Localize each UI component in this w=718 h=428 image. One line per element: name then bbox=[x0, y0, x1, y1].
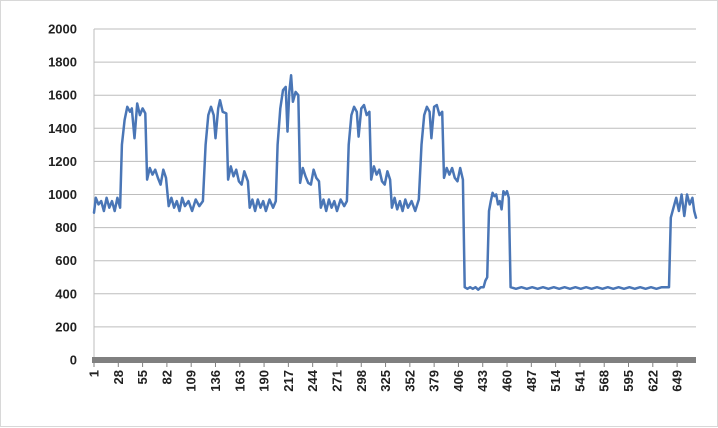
gridlines bbox=[93, 28, 696, 360]
x-tick-label-460: 460 bbox=[500, 370, 515, 392]
x-tick-label-28: 28 bbox=[111, 370, 126, 384]
x-tick-label-109: 109 bbox=[184, 370, 199, 392]
x-axis: 1 28 55 82 109 136 163 190 217 244 271 298 325 352 379… bbox=[87, 357, 696, 392]
x-tick-label-298: 298 bbox=[354, 370, 369, 392]
y-tick-label-800: 800 bbox=[55, 220, 77, 235]
x-tick-label-190: 190 bbox=[257, 370, 272, 392]
y-tick-label-600: 600 bbox=[55, 253, 77, 268]
x-tick-label-622: 622 bbox=[645, 370, 660, 392]
y-tick-label-1800: 1800 bbox=[48, 55, 77, 70]
y-tick-label-2000: 2000 bbox=[48, 22, 77, 37]
y-tick-label-400: 400 bbox=[55, 286, 77, 301]
y-tick-label-1000: 1000 bbox=[48, 187, 77, 202]
x-tick-label-595: 595 bbox=[621, 370, 636, 392]
y-tick-label-1200: 1200 bbox=[48, 154, 77, 169]
x-tick-label-649: 649 bbox=[670, 370, 685, 392]
series-line-1 bbox=[92, 74, 698, 291]
data-series bbox=[92, 74, 698, 291]
x-tick-label-1: 1 bbox=[87, 370, 102, 377]
x-tick-label-217: 217 bbox=[281, 370, 296, 392]
x-tick-label-352: 352 bbox=[402, 370, 417, 392]
x-tick-label-136: 136 bbox=[208, 370, 223, 392]
y-tick-label-0: 0 bbox=[70, 353, 77, 368]
x-tick-label-487: 487 bbox=[524, 370, 539, 392]
x-tick-label-271: 271 bbox=[329, 370, 344, 392]
x-tick-label-244: 244 bbox=[305, 369, 320, 391]
x-tick-label-514: 514 bbox=[548, 369, 563, 391]
x-tick-label-568: 568 bbox=[597, 370, 612, 392]
x-tick-label-82: 82 bbox=[159, 370, 174, 384]
x-tick-label-541: 541 bbox=[572, 370, 587, 392]
x-tick-label-433: 433 bbox=[475, 370, 490, 392]
x-tick-label-55: 55 bbox=[135, 370, 150, 384]
x-tick-label-325: 325 bbox=[378, 370, 393, 392]
y-tick-label-200: 200 bbox=[55, 319, 77, 334]
x-tick-label-163: 163 bbox=[232, 370, 247, 392]
x-tick-label-406: 406 bbox=[451, 370, 466, 392]
x-tick-label-379: 379 bbox=[427, 370, 442, 392]
y-tick-label-1400: 1400 bbox=[48, 121, 77, 136]
y-tick-label-1600: 1600 bbox=[48, 88, 77, 103]
y-axis: 0 200 400 600 800 1000 1200 1400 1600 1800 2000 bbox=[48, 22, 77, 368]
